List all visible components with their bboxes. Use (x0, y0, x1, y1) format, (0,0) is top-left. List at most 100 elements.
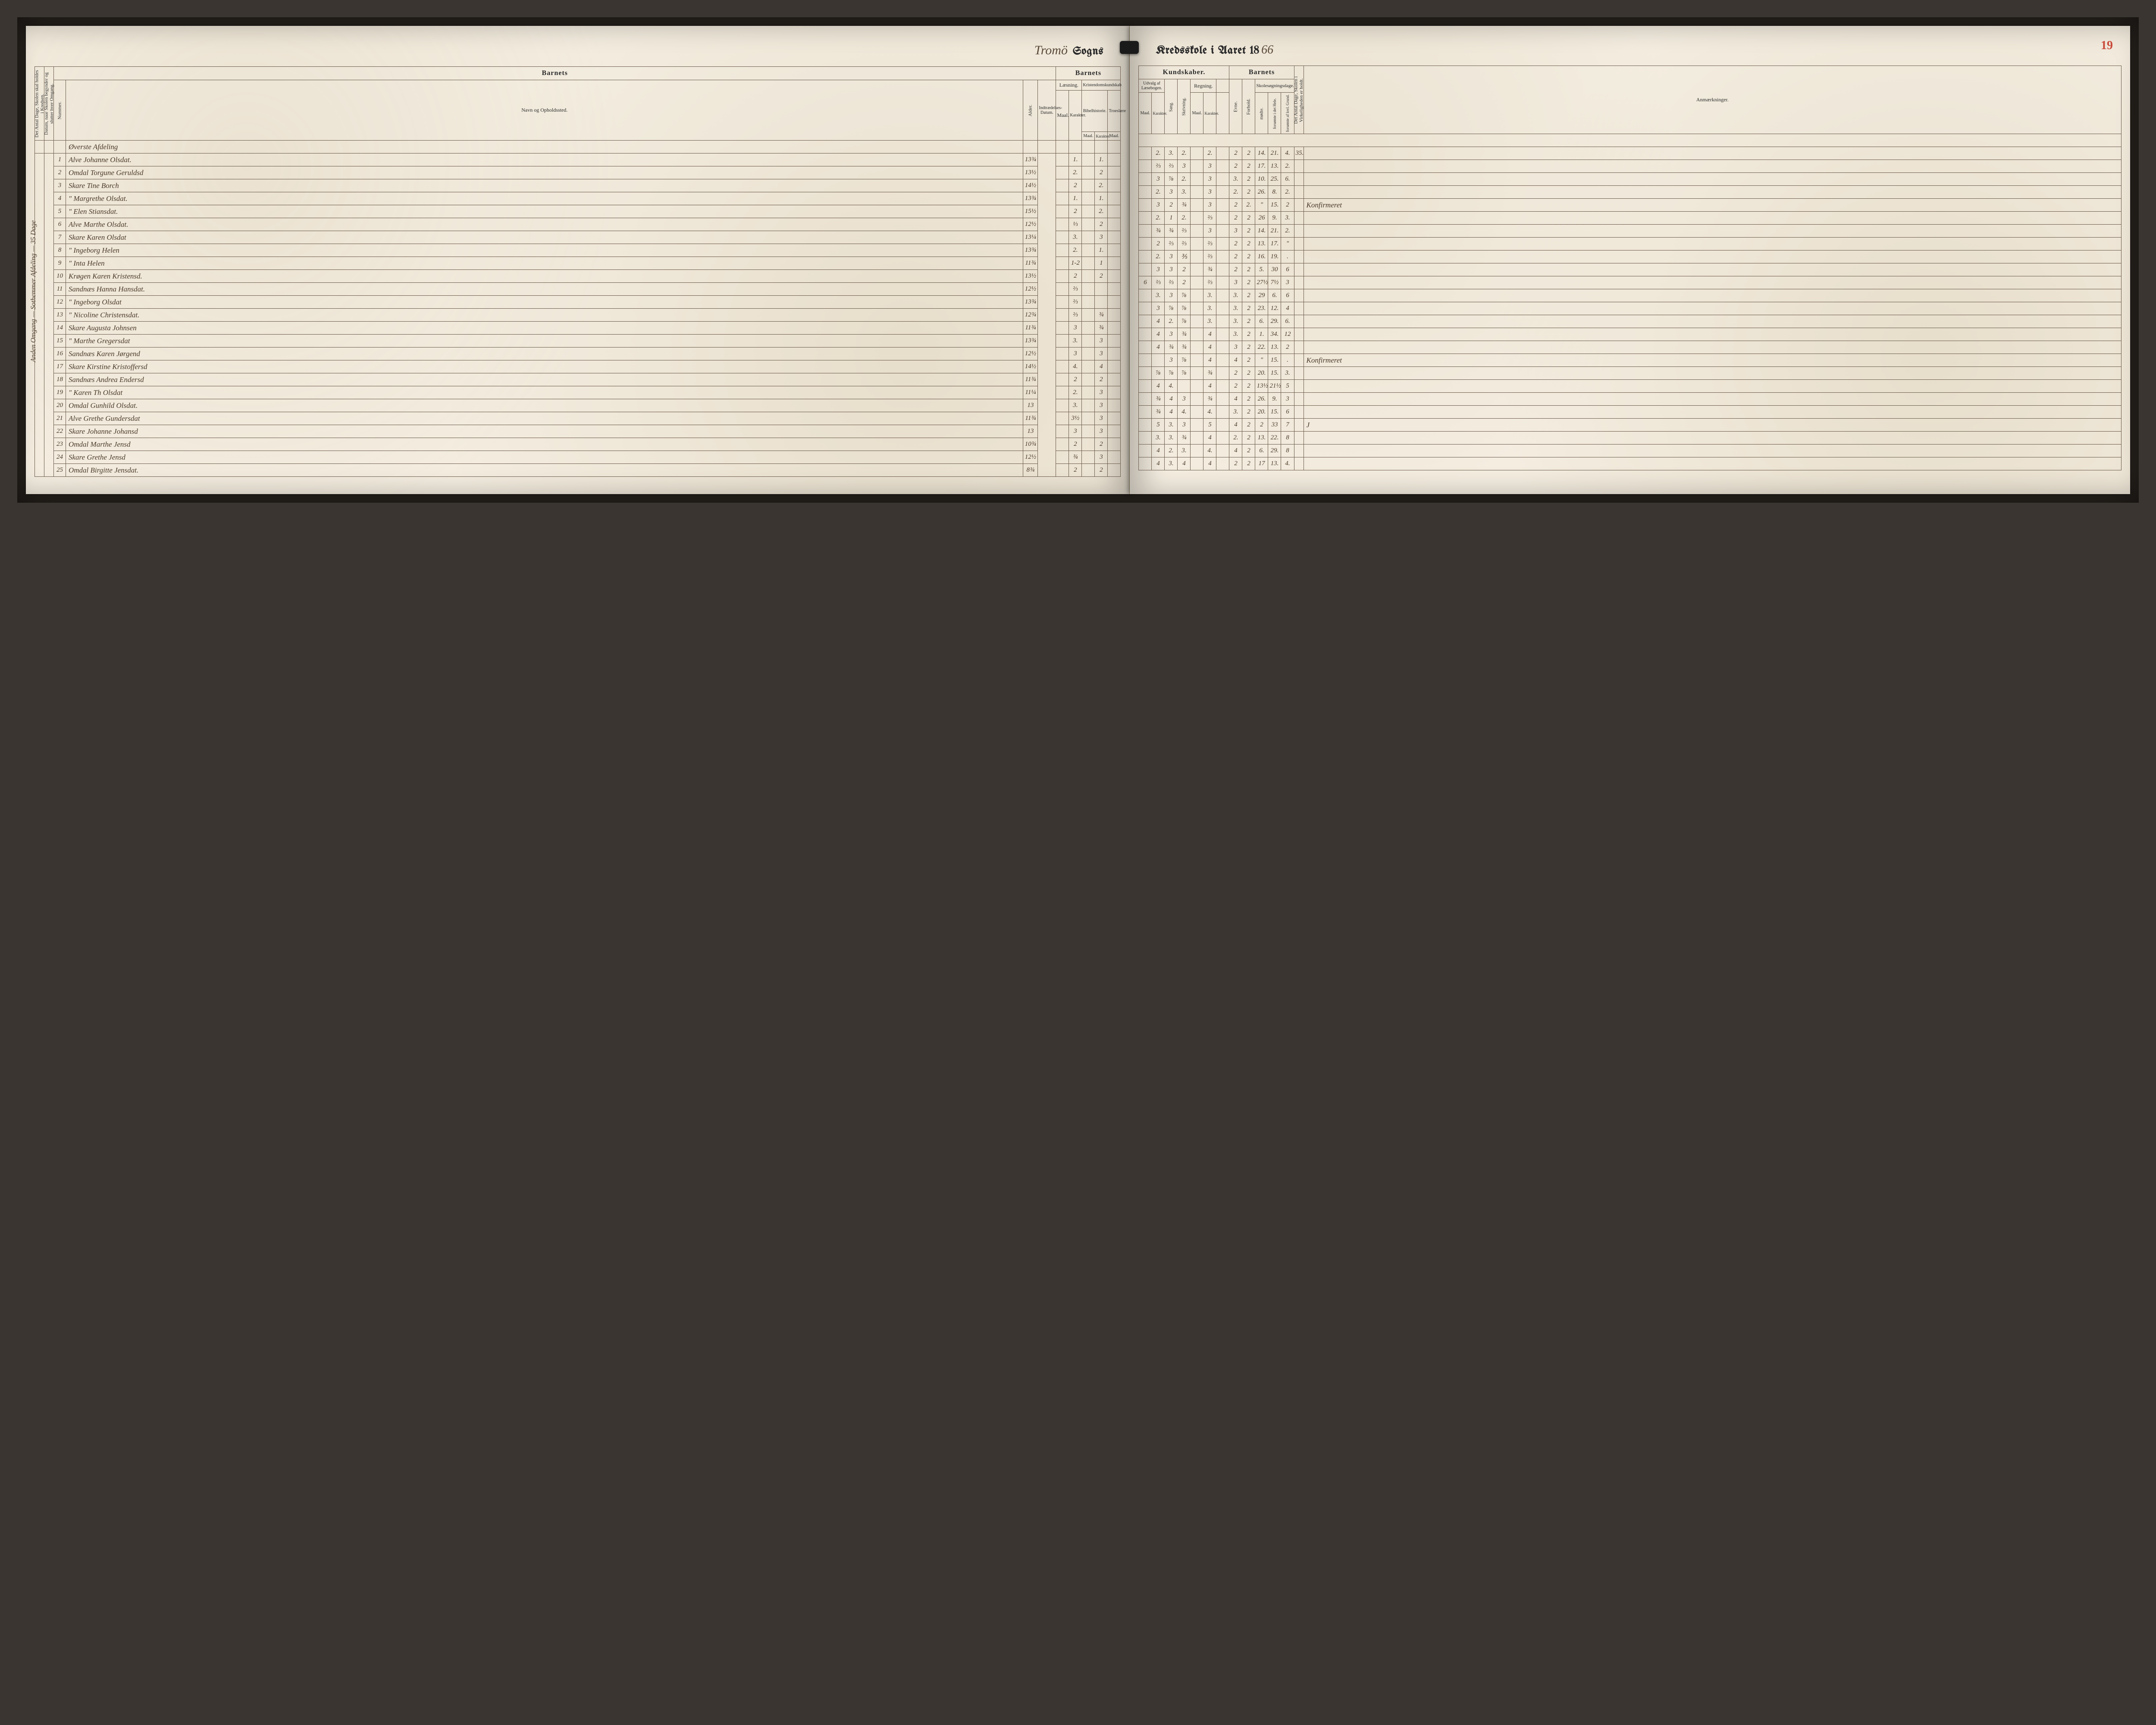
cell (1216, 457, 1229, 470)
hdr-laesning: Læsning. (1056, 80, 1082, 91)
row-name: Omdal Gunhild Olsdat. (66, 399, 1023, 412)
cell (1082, 412, 1095, 425)
row-name: Skare Johanne Johansd (66, 425, 1023, 438)
cell: 3 (1152, 302, 1165, 315)
row-annotation (1304, 147, 2121, 160)
cell: 2. (1203, 147, 1216, 160)
cell (1139, 380, 1152, 393)
cell (1056, 270, 1069, 283)
cell (1216, 289, 1229, 302)
row-annotation (1304, 302, 2121, 315)
table-row: 21Alve Grethe Gundersdat11¾3½3 (35, 412, 1121, 425)
row-number: 20 (54, 399, 66, 412)
cell (1108, 425, 1121, 438)
cell: 2 (1281, 341, 1294, 354)
cell (1108, 335, 1121, 348)
cell: 4 (1229, 419, 1242, 432)
row-number: 11 (54, 283, 66, 296)
row-age: 11¾ (1023, 257, 1038, 270)
table-row: 19" Karen Th Olsdat11¼2.3 (35, 386, 1121, 399)
cell: 4 (1152, 457, 1165, 470)
cell (1056, 257, 1069, 270)
cell (1139, 341, 1152, 354)
row-annotation (1304, 212, 2121, 225)
cell (1108, 270, 1121, 283)
cell: 15. (1268, 367, 1281, 380)
row-name: Krøgen Karen Kristensd. (66, 270, 1023, 283)
hdr-forhold: Forhold. (1242, 79, 1255, 134)
cell: 6. (1255, 445, 1268, 457)
row-name: " Ingeborg Helen (66, 244, 1023, 257)
row-age: 13¾ (1023, 335, 1038, 348)
cell: 2 (1242, 302, 1255, 315)
cell: 3. (1203, 315, 1216, 328)
cell (1056, 451, 1069, 464)
cell: ¾ (1095, 309, 1108, 322)
cell (1139, 238, 1152, 250)
cell (1216, 380, 1229, 393)
thead-left: Det Antal Dage, Skolen skal holdes i Kre… (35, 67, 1121, 141)
table-row: 14Skare Augusta Johnsen11¾3¾ (35, 322, 1121, 335)
hdr-maal-5: Maal. (1191, 93, 1203, 134)
cell (1056, 231, 1069, 244)
cell: 6 (1281, 289, 1294, 302)
hdr-kar-2: Karakter. (1095, 132, 1108, 141)
cell (1294, 173, 1304, 186)
cell: 1. (1095, 192, 1108, 205)
row-number: 15 (54, 335, 66, 348)
cell: . (1281, 250, 1294, 263)
table-row: 18Sandnæs Andrea Endersd11¾22 (35, 373, 1121, 386)
cell: 2. (1165, 445, 1178, 457)
cell: ⅞ (1178, 289, 1191, 302)
table-row: 44.42213½21½5 (1139, 380, 2122, 393)
cell (1108, 166, 1121, 179)
cell: ⅞ (1178, 354, 1191, 367)
cell (1294, 419, 1304, 432)
cell: 3 (1152, 199, 1165, 212)
table-row: 12" Ingeborg Olsdat13¾⅔ (35, 296, 1121, 309)
cell: ⅞ (1165, 367, 1178, 380)
cell: 8 (1281, 445, 1294, 457)
cell: ⅔ (1178, 238, 1191, 250)
row-age: 12¾ (1023, 309, 1038, 322)
row-number: 19 (54, 386, 66, 399)
title-sogns: Sogns (1073, 46, 1104, 57)
cell: 3 (1095, 348, 1108, 360)
cell (1191, 250, 1203, 263)
cell: ⅞ (1178, 302, 1191, 315)
row-age: 11¾ (1023, 322, 1038, 335)
cell: 17. (1268, 238, 1281, 250)
cell: 2 (1095, 218, 1108, 231)
row-number: 2 (54, 166, 66, 179)
cell (1191, 393, 1203, 406)
cell (1056, 399, 1069, 412)
cell (1191, 432, 1203, 445)
cell (1191, 302, 1203, 315)
cell: 3 (1281, 393, 1294, 406)
cell (1139, 354, 1152, 367)
row-annotation (1304, 160, 2121, 173)
cell: 2 (1242, 457, 1255, 470)
cell: 1. (1095, 244, 1108, 257)
cell (1191, 276, 1203, 289)
cell: 9. (1268, 393, 1281, 406)
cell (1056, 386, 1069, 399)
cell (1191, 457, 1203, 470)
table-row: 24Skare Grethe Jensd12½¾3 (35, 451, 1121, 464)
cell (1139, 367, 1152, 380)
cell: 2 (1095, 438, 1108, 451)
cell: 4. (1165, 380, 1178, 393)
cell: 2 (1255, 419, 1268, 432)
cell: 9. (1268, 212, 1281, 225)
cell: ¾ (1178, 199, 1191, 212)
table-row: 42.⅞3.3.26.29.6. (1139, 315, 2122, 328)
row-annotation (1304, 315, 2121, 328)
table-row: 17Skare Kirstine Kristoffersd14½4.4 (35, 360, 1121, 373)
row-age: 11¾ (1023, 412, 1038, 425)
cell (1056, 425, 1069, 438)
row-number: 24 (54, 451, 66, 464)
table-row: 4¾¾43222.13.2 (1139, 341, 2122, 354)
cell: 1 (1095, 257, 1108, 270)
cell: 3 (1095, 451, 1108, 464)
cell: 2 (1242, 354, 1255, 367)
